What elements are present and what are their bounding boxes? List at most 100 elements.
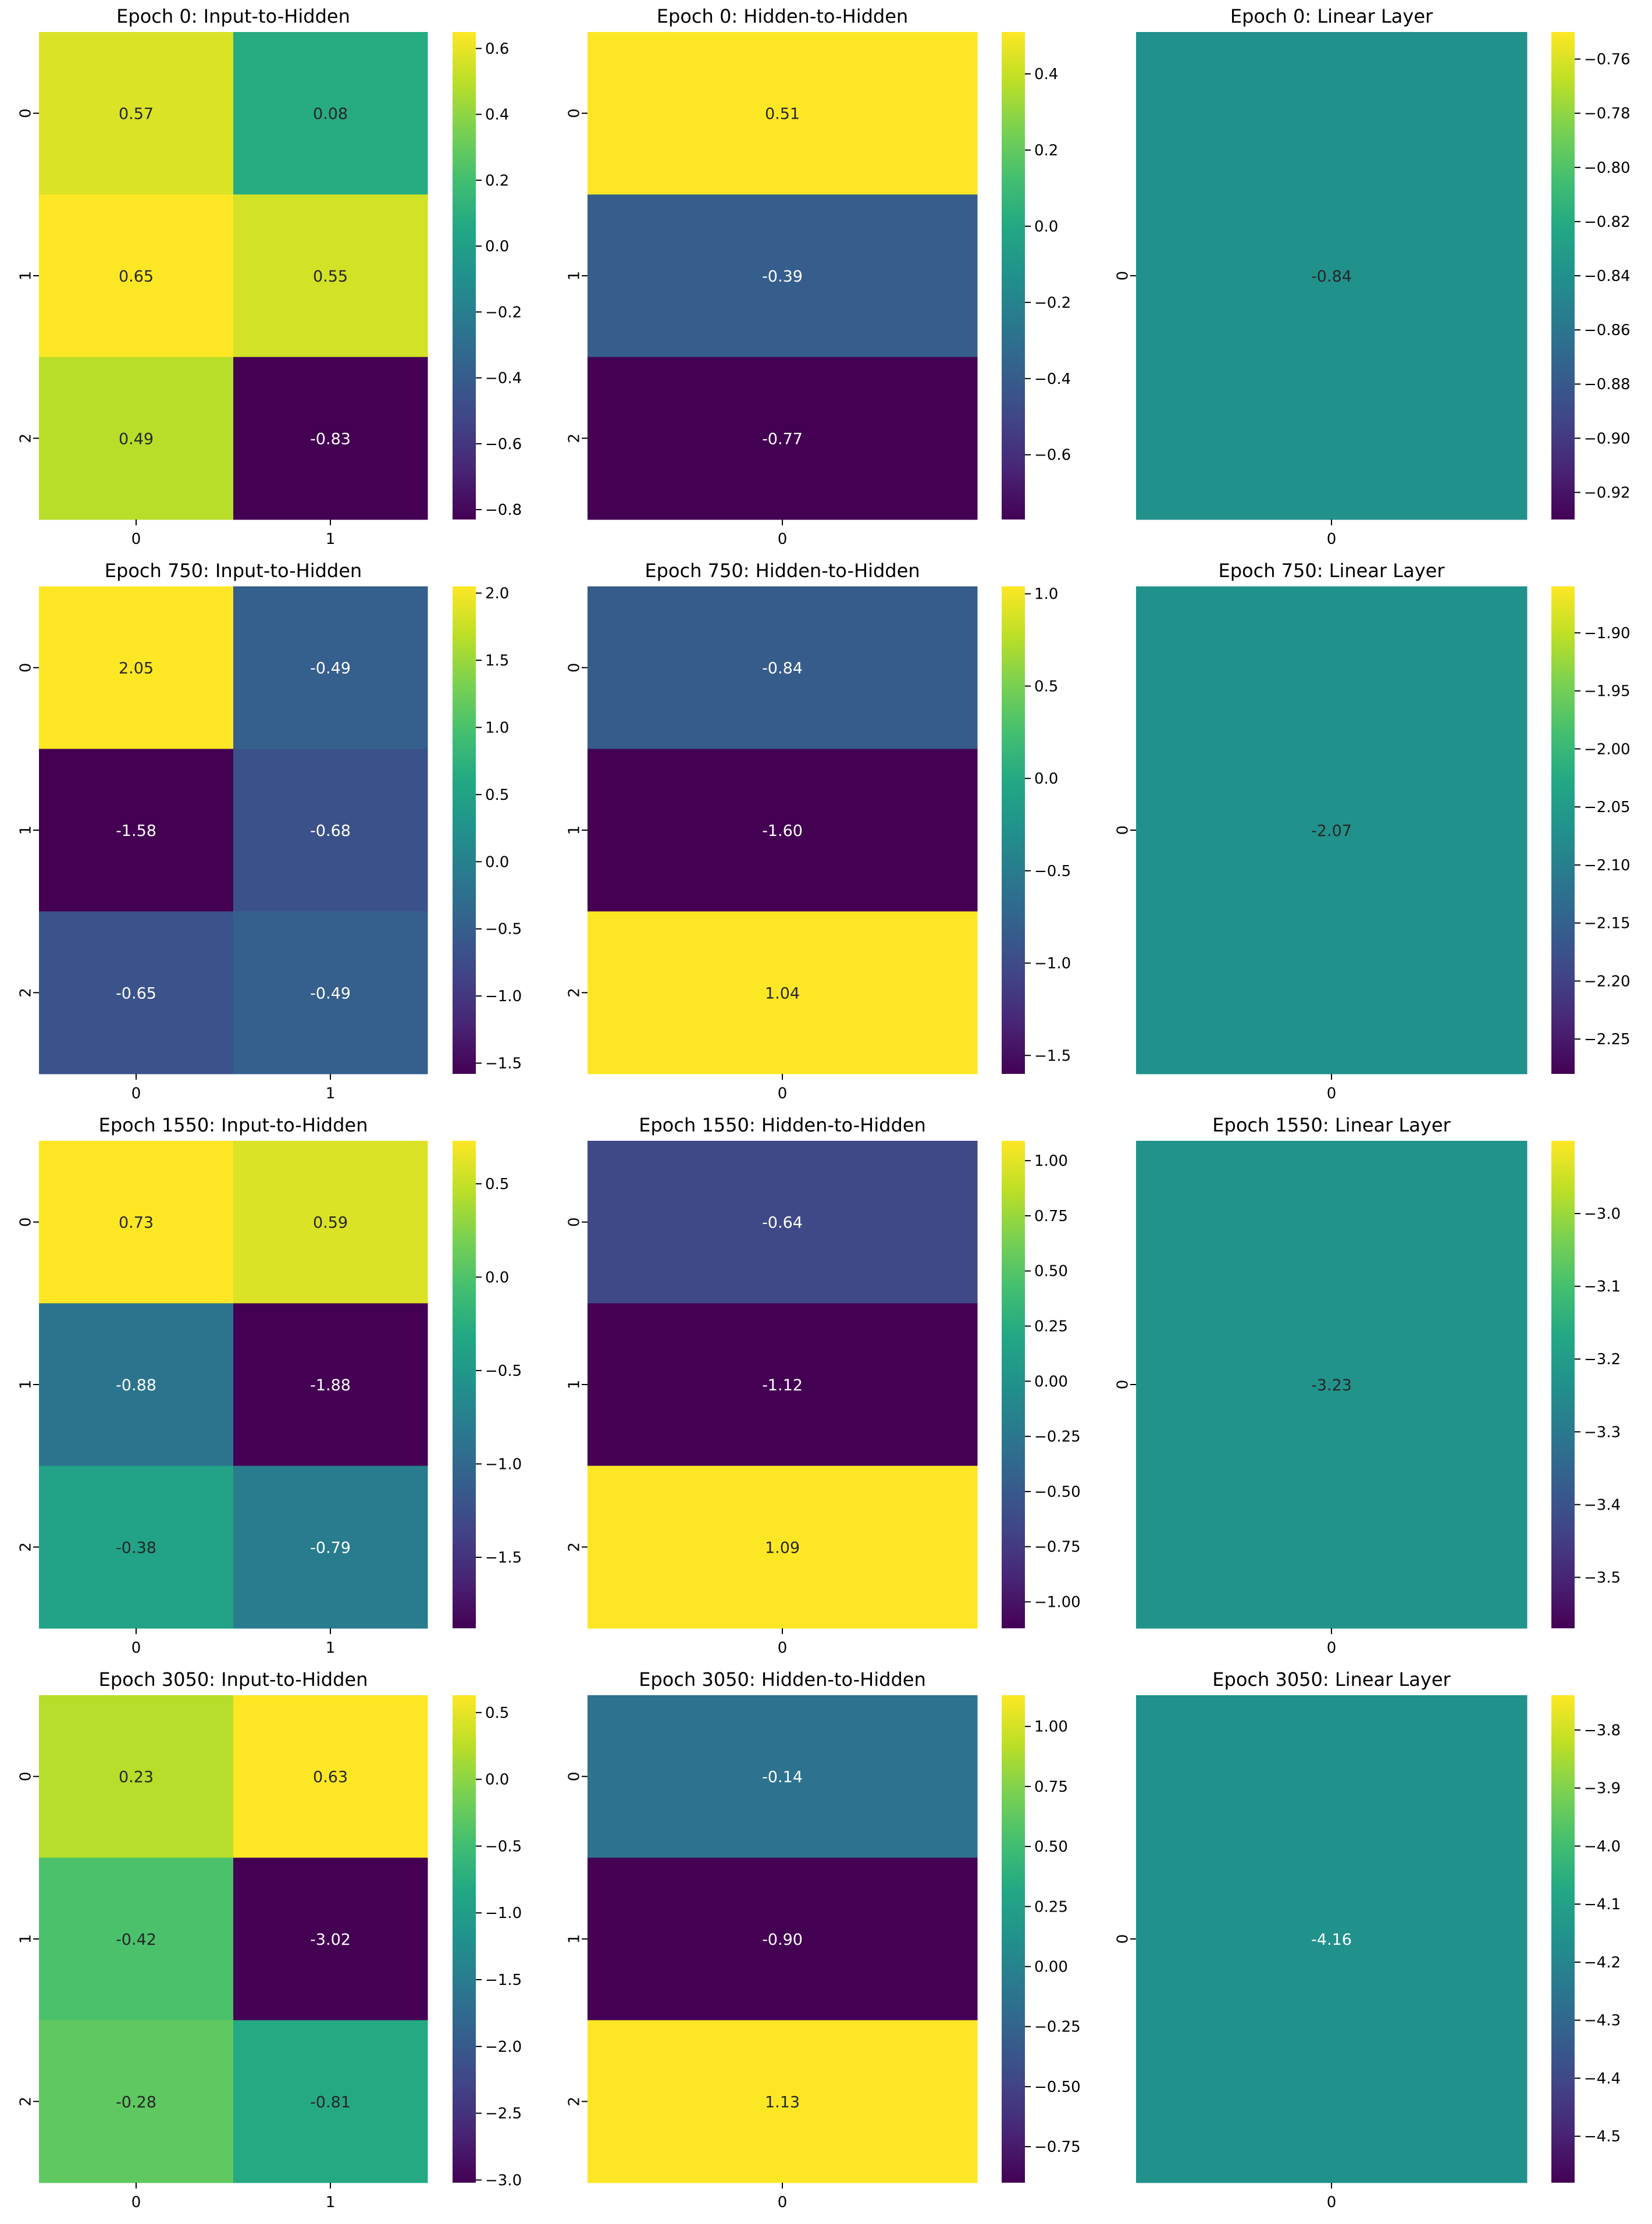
x-tick-label: 0	[1327, 1639, 1337, 1657]
colorbar-tick-label: −0.25	[1034, 2019, 1081, 2036]
cell-value-label: -4.16	[1311, 1931, 1352, 1949]
cell-value-label: -0.42	[116, 1931, 156, 1949]
colorbar-tick-label: −0.50	[1034, 2079, 1081, 2096]
colorbar-tick-label: −3.0	[1584, 1205, 1621, 1223]
heatmap-panel: Epoch 1550: Hidden-to-Hidden -0.64 -1.12 1.…	[566, 1114, 1081, 1657]
heatmap-panel: Epoch 1550: Input-to-Hidden 0.73 0.59 -0.88…	[17, 1114, 522, 1657]
colorbar-tick-label: −1.95	[1584, 683, 1630, 700]
heatmap-cell	[233, 749, 428, 912]
colorbar-tick-label: −1.5	[485, 1055, 522, 1073]
cell-value-label: -0.39	[762, 268, 803, 286]
colorbar-tick-label: 1.00	[1034, 1152, 1068, 1170]
colorbar-tick-label: 1.0	[1034, 586, 1058, 603]
chart-title: Epoch 750: Input-to-Hidden	[105, 560, 362, 582]
heatmap-cell	[588, 2020, 978, 2183]
y-tick-label: 0	[566, 1217, 583, 1227]
y-tick-label: 0	[17, 1771, 35, 1781]
y-tick-label: 1	[17, 271, 35, 281]
colorbar-tick-label: −0.2	[485, 304, 522, 321]
chart-title: Epoch 0: Input-to-Hidden	[116, 5, 350, 27]
colorbar-tick-label: −1.90	[1584, 625, 1630, 642]
cell-value-label: 0.23	[119, 1768, 154, 1787]
heatmap-panel: Epoch 3050: Input-to-Hidden 0.23 0.63 -0.42…	[17, 1668, 522, 2211]
colorbar-tick-label: −3.4	[1584, 1496, 1621, 1514]
cell-value-label: -0.88	[116, 1376, 156, 1394]
chart-title: Epoch 750: Hidden-to-Hidden	[645, 560, 920, 582]
y-tick-label: 2	[17, 433, 35, 443]
y-tick-label: 0	[17, 1217, 35, 1227]
colorbar-tick-label: −3.8	[1584, 1722, 1621, 1739]
cell-value-label: -0.38	[116, 1539, 156, 1557]
heatmap-cell	[39, 2020, 234, 2183]
y-tick-label: 1	[566, 825, 583, 835]
colorbar-tick-label: −0.80	[1584, 159, 1630, 177]
heatmap-panel: Epoch 750: Linear Layer -2.07 0 0 −1.90 −1.95…	[1115, 560, 1630, 1102]
colorbar-tick-label: −0.75	[1034, 2138, 1081, 2156]
colorbar-tick-label: −1.0	[485, 1905, 522, 1922]
colorbar-tick-label: 0.4	[1034, 66, 1058, 83]
colorbar	[1002, 1141, 1025, 1628]
colorbar-tick-label: 0.5	[485, 1176, 509, 1193]
heatmap-cell	[233, 1695, 428, 1858]
x-tick-label: 0	[778, 1085, 788, 1102]
chart-title: Epoch 3050: Linear Layer	[1212, 1668, 1451, 1691]
heatmap-cell	[588, 749, 978, 912]
colorbar-tick-label: −4.4	[1584, 2070, 1621, 2087]
y-tick-label: 0	[17, 108, 35, 118]
colorbar-tick-label: −4.1	[1584, 1896, 1621, 1913]
colorbar-tick-label: −0.6	[1034, 447, 1071, 464]
colorbar	[453, 1695, 476, 2183]
heatmap-cell	[588, 32, 978, 195]
colorbar-tick-label: 0.0	[485, 853, 509, 871]
y-tick-label: 1	[566, 1380, 583, 1390]
colorbar-tick-label: −3.3	[1584, 1424, 1621, 1441]
colorbar-tick-label: −0.88	[1584, 376, 1630, 393]
heatmap-cell	[39, 194, 234, 358]
colorbar-tick-label: −2.5	[485, 2105, 522, 2123]
colorbar-tick-label: −3.2	[1584, 1351, 1621, 1368]
y-tick-label: 0	[1115, 1380, 1132, 1390]
y-tick-label: 0	[1115, 825, 1132, 835]
y-tick-label: 2	[17, 988, 35, 998]
colorbar	[1002, 586, 1025, 1074]
cell-value-label: -0.65	[116, 984, 156, 1002]
heatmap-cell	[588, 194, 978, 358]
colorbar-tick-label: −1.00	[1034, 1593, 1081, 1611]
colorbar-tick-label: −0.5	[485, 921, 522, 938]
cell-value-label: -0.28	[116, 2093, 156, 2111]
x-tick-label: 0	[1327, 1085, 1337, 1102]
x-tick-label: 0	[778, 1639, 788, 1657]
colorbar	[1002, 32, 1025, 519]
colorbar-tick-label: 1.0	[485, 719, 509, 736]
cell-value-label: -2.07	[1311, 822, 1352, 840]
cell-value-label: 1.04	[765, 984, 800, 1002]
colorbar-tick-label: 0.2	[1034, 142, 1058, 159]
cell-value-label: 1.09	[765, 1539, 800, 1557]
heatmap-cell	[233, 1465, 428, 1629]
heatmap-panel: Epoch 0: Hidden-to-Hidden 0.51 -0.39 -0.77 0…	[566, 5, 1071, 548]
y-tick-label: 2	[566, 433, 583, 443]
colorbar-tick-label: −0.5	[485, 1838, 522, 1855]
colorbar-tick-label: −3.9	[1584, 1780, 1621, 1798]
colorbar-tick-label: 0.5	[485, 787, 509, 804]
y-tick-label: 1	[17, 825, 35, 835]
heatmap-cell	[233, 586, 428, 749]
cell-value-label: -0.83	[310, 430, 351, 448]
colorbar-tick-label: −2.25	[1584, 1031, 1630, 1048]
cell-value-label: -0.81	[310, 2093, 351, 2111]
heatmap-cell	[1136, 1141, 1528, 1629]
colorbar-tick-label: 0.75	[1034, 1208, 1068, 1225]
colorbar-tick-label: −2.05	[1584, 799, 1630, 816]
y-tick-label: 0	[1115, 271, 1132, 281]
colorbar-tick-label: 0.25	[1034, 1318, 1068, 1336]
heatmap-cell	[233, 1141, 428, 1304]
colorbar-tick-label: −4.2	[1584, 1954, 1621, 1972]
heatmap-cell	[39, 1695, 234, 1858]
colorbar-tick-label: −0.50	[1034, 1483, 1081, 1501]
x-tick-label: 0	[1327, 531, 1337, 548]
cell-value-label: -3.02	[310, 1931, 351, 1949]
y-tick-label: 0	[17, 663, 35, 672]
colorbar-tick-label: −2.0	[485, 2038, 522, 2056]
heatmap-cell	[39, 32, 234, 195]
